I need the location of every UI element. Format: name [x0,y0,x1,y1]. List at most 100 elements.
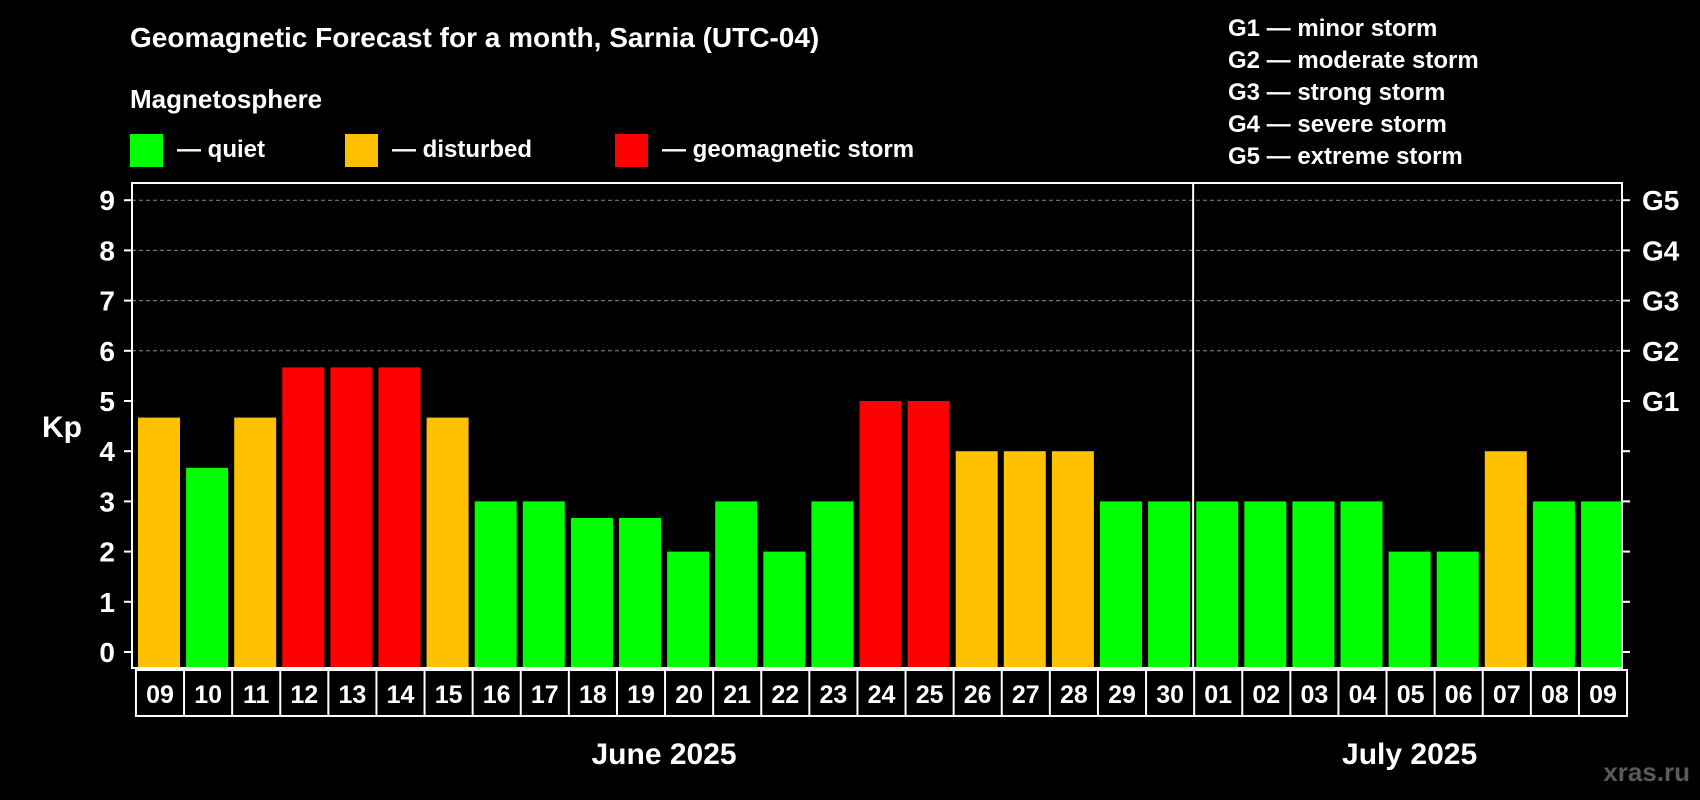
bar-quiet [186,467,229,668]
bar-storm [378,367,421,668]
legend-label-quiet: — quiet [177,136,265,163]
x-tick-label: 11 [243,681,270,709]
bar-quiet [1388,551,1431,668]
bar-quiet [474,501,517,668]
y-tick-label: 4 [99,436,115,467]
x-tick-label: 23 [819,681,847,709]
x-tick-label: 17 [531,681,559,709]
bar-quiet [715,501,758,668]
bar-quiet [522,501,565,668]
y-tick-label: 8 [99,235,115,266]
legend: — quiet — disturbed — geomagnetic storm [130,134,914,167]
x-tick-label: 21 [723,681,751,709]
legend-item-quiet: — quiet [130,134,265,167]
x-tick-label: 30 [1156,681,1184,709]
storm-scale-legend: G1 — minor storm G2 — moderate storm G3 — … [1228,15,1479,170]
x-tick-label: 06 [1445,681,1473,709]
bar-quiet [619,517,661,668]
x-tick-label: 13 [338,681,366,709]
x-tick-label: 28 [1060,681,1088,709]
g-scale-label: G3 [1642,286,1679,317]
bar-disturbed [1484,451,1527,668]
bar-quiet [1292,501,1335,668]
bar-quiet [1532,501,1575,668]
storm-scale-item: G1 — minor storm [1228,15,1437,42]
x-tick-label: 05 [1397,681,1425,709]
y-tick-label: 5 [99,386,115,417]
x-tick-label: 22 [771,681,799,709]
x-tick-label: 08 [1541,681,1569,709]
g-scale-label: G4 [1642,235,1680,266]
bar-quiet [570,517,613,668]
bar-quiet [1436,551,1479,668]
bar-quiet [763,551,806,668]
x-tick-label: 29 [1108,681,1136,709]
legend-item-storm: — geomagnetic storm [615,134,914,167]
x-tick-label: 07 [1493,681,1521,709]
x-tick-label: 25 [916,681,944,709]
bar-quiet [1100,501,1142,668]
g-scale-label: G2 [1642,336,1679,367]
g-scale-label: G1 [1642,386,1679,417]
x-tick-label: 20 [675,681,703,709]
legend-swatch-disturbed [345,134,378,167]
bar-quiet [1244,501,1287,668]
x-tick-label: 16 [483,681,511,709]
bar-storm [859,401,902,668]
y-tick-label: 7 [99,286,115,317]
legend-label-disturbed: — disturbed [392,136,532,163]
bar-quiet [1196,501,1239,668]
x-tick-label: 27 [1012,681,1040,709]
x-tick-label: 14 [387,681,415,709]
x-tick-label: 04 [1349,681,1377,709]
g-scale-label: G5 [1642,185,1679,216]
x-tick-label: 19 [627,681,655,709]
bar-storm [907,401,950,668]
watermark: xras.ru [1603,757,1690,787]
plot-frame [131,182,1623,669]
x-tick-label: 09 [146,681,174,709]
date-row [134,669,1629,717]
bar-disturbed [426,417,469,668]
legend-title: Magnetosphere [130,84,322,114]
x-tick-label: 10 [194,681,222,709]
x-tick-label: 03 [1300,681,1328,709]
x-tick-label: 15 [435,681,463,709]
bar-quiet [1581,501,1623,668]
x-tick-label: 02 [1252,681,1280,709]
y-tick-label: 2 [99,537,115,568]
bar-disturbed [138,417,180,668]
bar-quiet [667,551,710,668]
bar-disturbed [1051,451,1094,668]
month-label: June 2025 [592,738,737,771]
legend-item-disturbed: — disturbed [345,134,532,167]
y-tick-label: 3 [99,486,115,517]
y-tick-label: 0 [99,637,115,668]
bar-disturbed [234,417,277,668]
x-tick-label: 18 [579,681,607,709]
month-label: July 2025 [1342,738,1477,771]
y-tick-label: 6 [99,336,115,367]
bar-storm [282,367,325,668]
storm-scale-item: G2 — moderate storm [1228,47,1479,74]
x-tick-label: 12 [290,681,318,709]
x-tick-label: 24 [868,681,896,709]
x-tick-label: 01 [1204,681,1232,709]
bar-disturbed [955,451,998,668]
bar-quiet [811,501,854,668]
y-axis-label: Kp [42,411,82,444]
storm-scale-item: G4 — severe storm [1228,111,1447,138]
storm-scale-item: G3 — strong storm [1228,79,1445,106]
legend-label-storm: — geomagnetic storm [662,136,914,163]
y-tick-label: 1 [99,587,115,618]
x-tick-label: 09 [1589,681,1617,709]
storm-scale-item: G5 — extreme storm [1228,143,1463,170]
x-tick-label: 26 [964,681,992,709]
bar-storm [330,367,373,668]
bar-quiet [1340,501,1383,668]
bar-quiet [1148,501,1191,668]
bar-disturbed [1003,451,1046,668]
y-tick-label: 9 [99,185,115,216]
